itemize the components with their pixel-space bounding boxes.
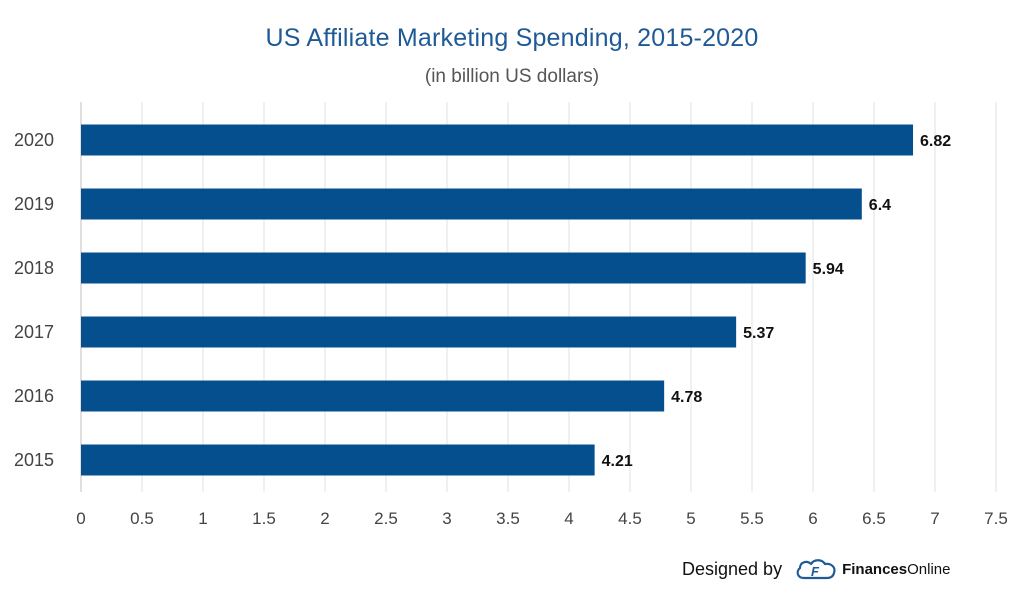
x-tick-label: 5 xyxy=(686,509,695,528)
value-label: 4.78 xyxy=(671,389,702,406)
chart-title: US Affiliate Marketing Spending, 2015-20… xyxy=(265,24,759,52)
category-label: 2018 xyxy=(14,258,54,278)
x-tick-label: 7 xyxy=(930,509,939,528)
x-tick-label: 1.5 xyxy=(252,509,276,528)
x-tick-label: 4 xyxy=(564,509,573,528)
value-label: 5.94 xyxy=(813,261,844,278)
category-label: 2017 xyxy=(14,322,54,342)
gridlines xyxy=(80,102,997,492)
x-tick-labels: 0 0.5 1 1.5 2 2.5 3 3.5 4 4.5 5 5.5 6 6.5 7 7.5 xyxy=(76,509,1008,528)
value-label: 6.82 xyxy=(920,133,951,150)
x-tick-label: 0 xyxy=(76,509,85,528)
svg-text:F: F xyxy=(811,564,820,579)
bar xyxy=(81,444,595,476)
category-label: 2016 xyxy=(14,386,54,406)
value-label: 4.21 xyxy=(602,453,633,470)
bar xyxy=(81,188,862,220)
x-tick-label: 3 xyxy=(442,509,451,528)
brand-name: FinancesOnline xyxy=(842,561,950,578)
x-tick-label: 7.5 xyxy=(984,509,1008,528)
bar xyxy=(81,252,806,284)
credit-label: Designed by xyxy=(682,558,783,579)
brand-name-regular: Online xyxy=(907,560,951,578)
category-label: 2019 xyxy=(14,194,54,214)
bar xyxy=(81,124,914,156)
bar xyxy=(81,316,737,348)
x-tick-label: 2 xyxy=(320,509,329,528)
x-tick-label: 6.5 xyxy=(862,509,886,528)
category-label: 2020 xyxy=(14,130,54,150)
finances-online-logo-icon: F xyxy=(796,559,836,580)
x-tick-label: 5.5 xyxy=(740,509,764,528)
x-tick-label: 2.5 xyxy=(374,509,398,528)
designer-credit: Designed by F FinancesOnline xyxy=(682,557,950,581)
x-tick-label: 4.5 xyxy=(618,509,642,528)
x-tick-label: 1 xyxy=(198,509,207,528)
x-tick-label: 6 xyxy=(808,509,817,528)
bars xyxy=(81,124,914,476)
chart-subtitle: (in billion US dollars) xyxy=(424,66,600,87)
value-label: 5.37 xyxy=(743,325,774,342)
brand-name-bold: Finances xyxy=(842,560,908,578)
x-tick-label: 3.5 xyxy=(496,509,520,528)
value-labels: 6.82 6.4 5.94 5.37 4.78 4.21 xyxy=(602,133,952,470)
value-label: 6.4 xyxy=(869,197,891,214)
category-labels: 2020 2019 2018 2017 2016 2015 xyxy=(14,130,54,470)
x-tick-label: 0.5 xyxy=(130,509,154,528)
category-label: 2015 xyxy=(14,450,54,470)
bar xyxy=(81,380,665,412)
